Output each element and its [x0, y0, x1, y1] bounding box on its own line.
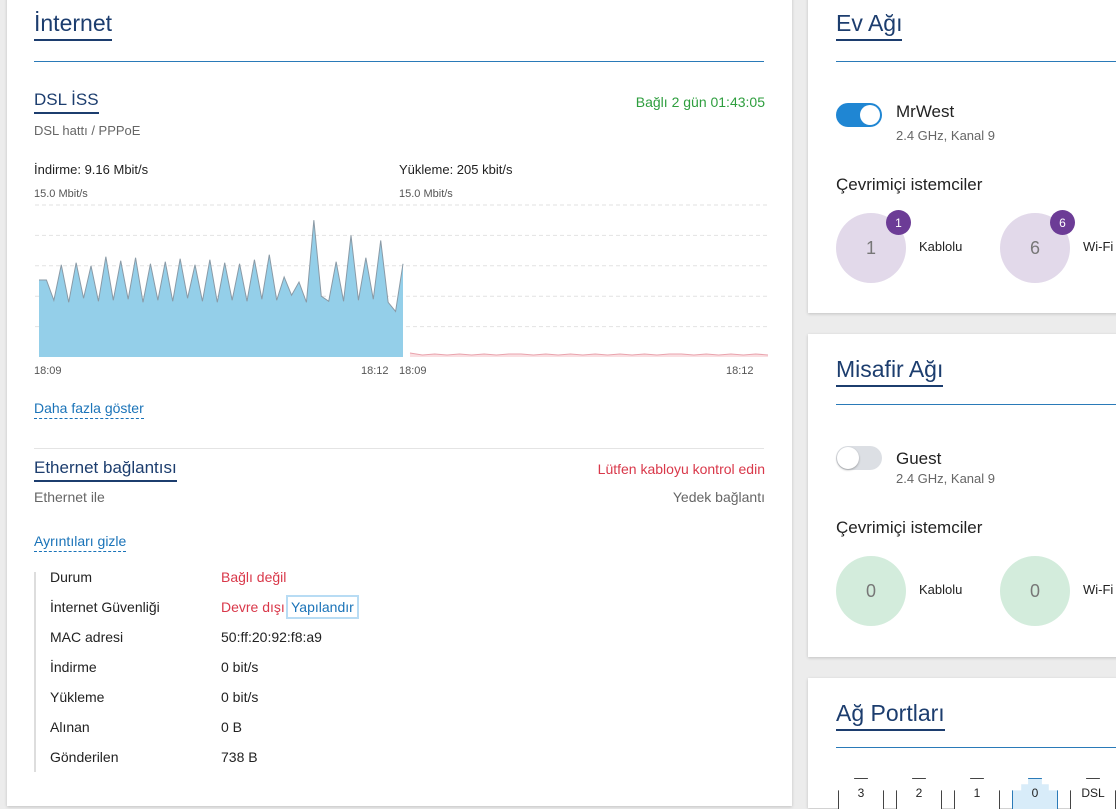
- home-title: Ev Ağı: [836, 10, 903, 41]
- row-key: Durum: [50, 569, 93, 585]
- wired-count: 0: [836, 556, 906, 626]
- wifi-label: Wi-Fi: [1083, 239, 1114, 254]
- toggle-off[interactable]: [836, 446, 882, 470]
- row-value: 0 bit/s: [221, 659, 259, 675]
- guest-card: Misafir Ağı Guest 2.4 GHz, Kanal 9 Çevri…: [808, 334, 1116, 657]
- row-value: Bağlı değil: [221, 569, 287, 585]
- rule: [836, 747, 1116, 748]
- upload-start: 18:09: [399, 365, 427, 377]
- row-key: İnternet Güvenliği: [50, 599, 160, 615]
- configure-button[interactable]: Yapılandır: [286, 595, 359, 619]
- ethernet-title: Ethernet bağlantısı: [34, 458, 177, 482]
- row-key: Gönderilen: [50, 749, 119, 765]
- rule: [836, 61, 1116, 62]
- clients-title: Çevrimiçi istemciler: [836, 175, 983, 194]
- ssid: Guest: [896, 449, 942, 468]
- upload-end: 18:12: [726, 365, 754, 377]
- download-max: 15.0 Mbit/s: [34, 188, 88, 200]
- wifi-count: 6: [1000, 213, 1070, 283]
- row-value: 50:ff:20:92:f8:a9: [221, 629, 322, 645]
- home-card: Ev Ağı MrWest 2.4 GHz, Kanal 9 Çevrimiçi…: [808, 0, 1116, 313]
- dsl-title: DSL İSS: [34, 90, 99, 114]
- ethernet-status: Lütfen kabloyu kontrol edin: [597, 461, 765, 477]
- wifi-label: Wi-Fi: [1083, 582, 1114, 597]
- row-key: Alınan: [50, 719, 90, 735]
- toggle-on[interactable]: [836, 103, 882, 127]
- port-label: 0: [1031, 786, 1039, 800]
- wifi-count: 0: [1000, 556, 1070, 626]
- port-label: 3: [857, 786, 865, 800]
- row-value: 738 B: [221, 749, 258, 765]
- wired-label: Kablolu: [919, 239, 963, 254]
- band: 2.4 GHz, Kanal 9: [896, 471, 995, 486]
- rule: [34, 61, 764, 62]
- ethernet-mode: Yedek bağlantı: [672, 489, 765, 505]
- upload-label: Yükleme: 205 kbit/s: [399, 162, 513, 177]
- row-value: Devre dışı: [221, 599, 285, 615]
- clients-title: Çevrimiçi istemciler: [836, 518, 983, 537]
- port-label: DSL: [1081, 786, 1105, 800]
- ethernet-subtitle: Ethernet ile: [34, 489, 105, 505]
- download-start: 18:09: [34, 365, 62, 377]
- row-key: İndirme: [50, 659, 97, 675]
- row-value: 0 B: [221, 719, 243, 735]
- ports-card: Ağ Portları 3 2 1 0 DSL: [808, 678, 1116, 809]
- ports-title: Ağ Portları: [836, 700, 945, 731]
- port-label: 1: [973, 786, 981, 800]
- internet-card: İnternet DSL İSS Bağlı 2 gün 01:43:05 DS…: [7, 0, 792, 806]
- wired-label: Kablolu: [919, 582, 963, 597]
- upload-max: 15.0 Mbit/s: [399, 188, 453, 200]
- row-key: Yükleme: [50, 689, 105, 705]
- dsl-status: Bağlı 2 gün 01:43:05: [635, 94, 765, 110]
- dsl-subtitle: DSL hattı / PPPoE: [34, 123, 141, 138]
- guest-title: Misafir Ağı: [836, 356, 944, 387]
- more-link[interactable]: Daha fazla göster: [34, 400, 144, 419]
- title: İnternet: [34, 10, 112, 41]
- port-label: 2: [915, 786, 923, 800]
- ssid: MrWest: [896, 102, 955, 121]
- details-toggle[interactable]: Ayrıntıları gizle: [34, 533, 127, 552]
- band: 2.4 GHz, Kanal 9: [896, 128, 995, 143]
- row-key: MAC adresi: [50, 629, 124, 645]
- wifi-badge: 6: [1050, 210, 1075, 235]
- rule: [836, 404, 1116, 405]
- download-label: İndirme: 9.16 Mbit/s: [34, 162, 149, 177]
- table-bar: [34, 572, 36, 772]
- row-value: 0 bit/s: [221, 689, 259, 705]
- divider: [34, 448, 764, 449]
- download-end: 18:12: [361, 365, 389, 377]
- wired-badge: 1: [886, 210, 911, 235]
